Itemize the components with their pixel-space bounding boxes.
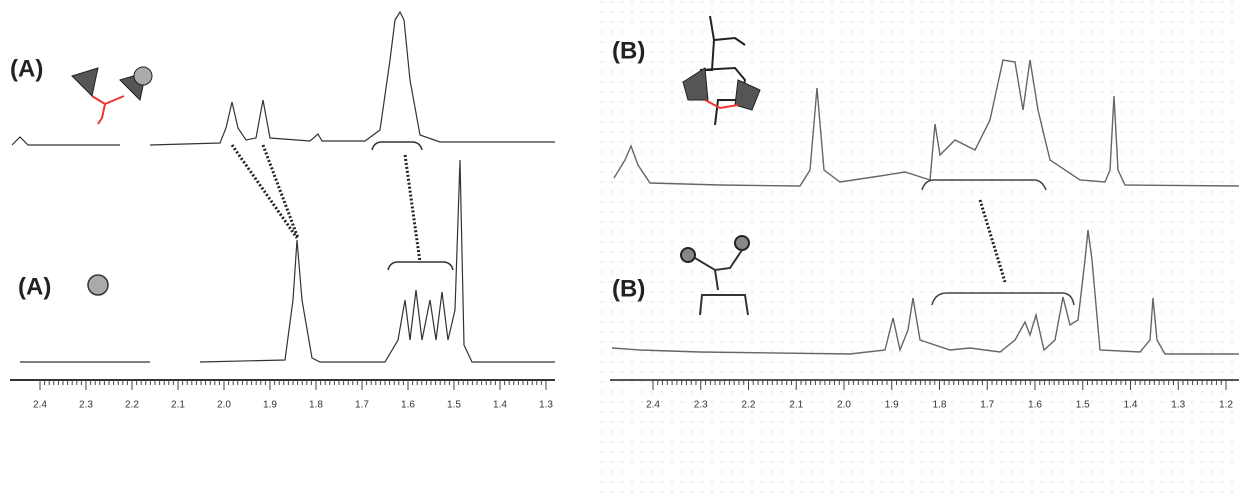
tick-label: 2.3 bbox=[79, 400, 93, 411]
bracket bbox=[921, 179, 1075, 306]
bracket bbox=[371, 141, 454, 271]
tick-label: 2.4 bbox=[646, 400, 660, 411]
tick-label: 1.7 bbox=[355, 400, 369, 411]
panel-label: (B) bbox=[612, 275, 645, 302]
tick-label: 1.6 bbox=[401, 400, 415, 411]
molecule-icon bbox=[71, 66, 153, 296]
tick-label: 1.5 bbox=[1076, 400, 1090, 411]
tick-label: 1.9 bbox=[885, 400, 899, 411]
tick-label: 1.7 bbox=[980, 400, 994, 411]
tick-label: 2.2 bbox=[742, 400, 756, 411]
tick-label: 1.4 bbox=[1124, 400, 1138, 411]
panel-label: (A) bbox=[18, 273, 51, 300]
tick-label: 1.3 bbox=[1171, 400, 1185, 411]
tick-label: 2.0 bbox=[217, 400, 231, 411]
tick-label: 2.0 bbox=[837, 400, 851, 411]
tick-label: 1.5 bbox=[447, 400, 461, 411]
tick-label: 1.3 bbox=[539, 400, 553, 411]
tick-label: 1.4 bbox=[493, 400, 507, 411]
spectrum bbox=[611, 229, 1239, 355]
tick-label: 1.8 bbox=[309, 400, 323, 411]
tick-label: 2.2 bbox=[125, 400, 139, 411]
spectrum bbox=[11, 10, 555, 146]
spectrum bbox=[613, 59, 1239, 187]
tick-label: 1.8 bbox=[933, 400, 947, 411]
tick-label: 1.9 bbox=[263, 400, 277, 411]
tick-label: 2.4 bbox=[33, 400, 47, 411]
panel-label: (B) bbox=[612, 37, 645, 64]
panel-label: (A) bbox=[10, 55, 43, 82]
tick-label: 1.2 bbox=[1219, 400, 1233, 411]
tick-label: 2.1 bbox=[171, 400, 185, 411]
tick-label: 2.1 bbox=[789, 400, 803, 411]
molecule-icon bbox=[680, 15, 761, 316]
tick-label: 2.3 bbox=[694, 400, 708, 411]
correlation-line bbox=[230, 144, 422, 263]
tick-label: 1.6 bbox=[1028, 400, 1042, 411]
spectrum bbox=[20, 159, 555, 363]
